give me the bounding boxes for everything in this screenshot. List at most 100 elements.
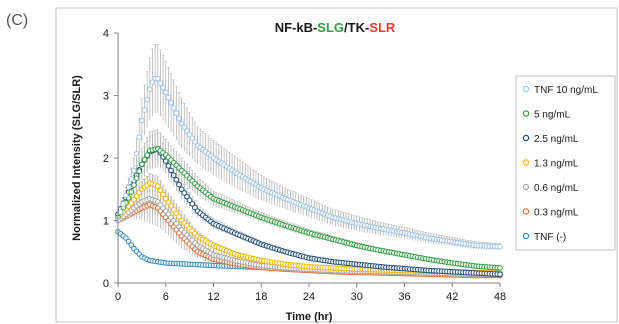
legend-marker xyxy=(522,208,530,215)
data-point xyxy=(128,242,135,248)
data-point xyxy=(139,117,145,124)
data-point xyxy=(136,134,143,140)
data-point xyxy=(162,195,169,202)
legend-marker xyxy=(522,134,530,142)
data-point xyxy=(160,191,166,198)
legend-marker xyxy=(522,232,530,240)
data-point xyxy=(170,105,177,111)
data-point xyxy=(184,128,190,134)
x-tick-label: 48 xyxy=(494,291,506,303)
data-point xyxy=(125,238,132,245)
data-point xyxy=(165,163,172,169)
chart-title-part: SLG xyxy=(317,20,344,35)
data-point xyxy=(184,193,190,200)
data-point xyxy=(168,99,174,106)
x-tick-label: 36 xyxy=(398,291,410,303)
data-point xyxy=(120,201,127,207)
data-point xyxy=(160,84,166,91)
data-point xyxy=(186,131,193,138)
data-point xyxy=(178,186,185,193)
data-point xyxy=(125,184,132,190)
data-points xyxy=(115,75,503,279)
data-point xyxy=(131,167,137,174)
data-point xyxy=(192,139,198,145)
data-point xyxy=(497,271,503,278)
data-point xyxy=(173,210,180,217)
data-point xyxy=(123,235,129,241)
data-point xyxy=(173,177,180,183)
data-point xyxy=(168,167,174,174)
data-point xyxy=(168,203,174,209)
data-point xyxy=(157,80,164,87)
legend-label: 1.3 ng/mL xyxy=(534,159,579,170)
legend-marker xyxy=(522,159,530,166)
y-tick-label: 3 xyxy=(103,91,109,103)
x-tick-label: 42 xyxy=(446,291,458,303)
y-axis-label: Normalized Intensity (SLG/SLR) xyxy=(71,75,83,241)
data-point xyxy=(139,161,145,168)
data-point xyxy=(154,183,161,189)
data-point xyxy=(165,199,172,206)
x-tick-label: 0 xyxy=(115,291,121,303)
x-tick-label: 6 xyxy=(163,291,169,303)
x-ticks: 0 6 12 18 24 30 36 42 48 xyxy=(115,283,506,303)
data-point xyxy=(149,79,156,85)
data-point xyxy=(189,135,196,142)
chart-title-part: /TK- xyxy=(344,20,369,35)
data-point xyxy=(136,168,143,174)
legend-marker xyxy=(522,85,530,93)
legend-label: 2.5 ng/mL xyxy=(534,134,579,145)
data-point xyxy=(181,124,188,131)
data-point xyxy=(128,176,135,182)
x-axis-label: Time (hr) xyxy=(286,311,333,323)
legend-label: TNF 10 ng/mL xyxy=(534,85,598,96)
data-point xyxy=(497,265,503,271)
data-point xyxy=(162,89,169,96)
y-tick-label: 1 xyxy=(103,216,109,228)
x-tick-label: 12 xyxy=(207,291,219,303)
data-point xyxy=(176,181,182,188)
data-point xyxy=(170,206,177,213)
x-tick-label: 18 xyxy=(255,291,267,303)
data-point xyxy=(186,197,193,203)
data-point xyxy=(173,110,180,117)
chart-title-part: NF-kB- xyxy=(275,20,318,35)
data-point xyxy=(192,204,198,211)
data-point xyxy=(147,86,153,93)
legend-box xyxy=(515,75,616,251)
data-point xyxy=(133,175,140,181)
legend-marker xyxy=(522,110,530,117)
data-point xyxy=(162,158,169,164)
data-point xyxy=(176,115,182,122)
y-tick-label: 2 xyxy=(103,153,109,165)
chart-title-part: SLR xyxy=(369,20,396,35)
x-tick-label: 24 xyxy=(303,291,315,303)
legend-label: TNF (-) xyxy=(534,232,566,243)
panel-label: (C) xyxy=(6,12,29,29)
data-point xyxy=(165,94,172,101)
data-point xyxy=(181,190,188,196)
data-point xyxy=(141,156,148,163)
data-point xyxy=(497,243,503,250)
data-point xyxy=(176,214,182,220)
data-point xyxy=(133,151,140,157)
data-point xyxy=(117,209,124,215)
chart-border xyxy=(55,7,618,323)
legend: TNF 10 ng/mL 5 ng/mL 2.5 ng/mL 1.3 ng/mL 0.6… xyxy=(515,75,616,251)
x-tick-label: 30 xyxy=(351,291,363,303)
data-point xyxy=(128,189,135,195)
data-point xyxy=(178,120,185,127)
legend-label: 5 ng/mL xyxy=(534,110,571,121)
data-point xyxy=(123,192,129,199)
y-tick-label: 0 xyxy=(103,278,109,290)
y-tick-label: 4 xyxy=(103,28,109,40)
data-point xyxy=(154,75,161,82)
data-point xyxy=(157,187,164,194)
data-point xyxy=(170,172,177,178)
data-point xyxy=(131,182,137,188)
legend-label: 0.3 ng/mL xyxy=(534,208,579,219)
data-point xyxy=(189,201,196,207)
data-point xyxy=(144,96,150,103)
legend-label: 0.6 ng/mL xyxy=(534,183,579,194)
y-ticks: 0 1 2 3 4 xyxy=(103,28,118,290)
